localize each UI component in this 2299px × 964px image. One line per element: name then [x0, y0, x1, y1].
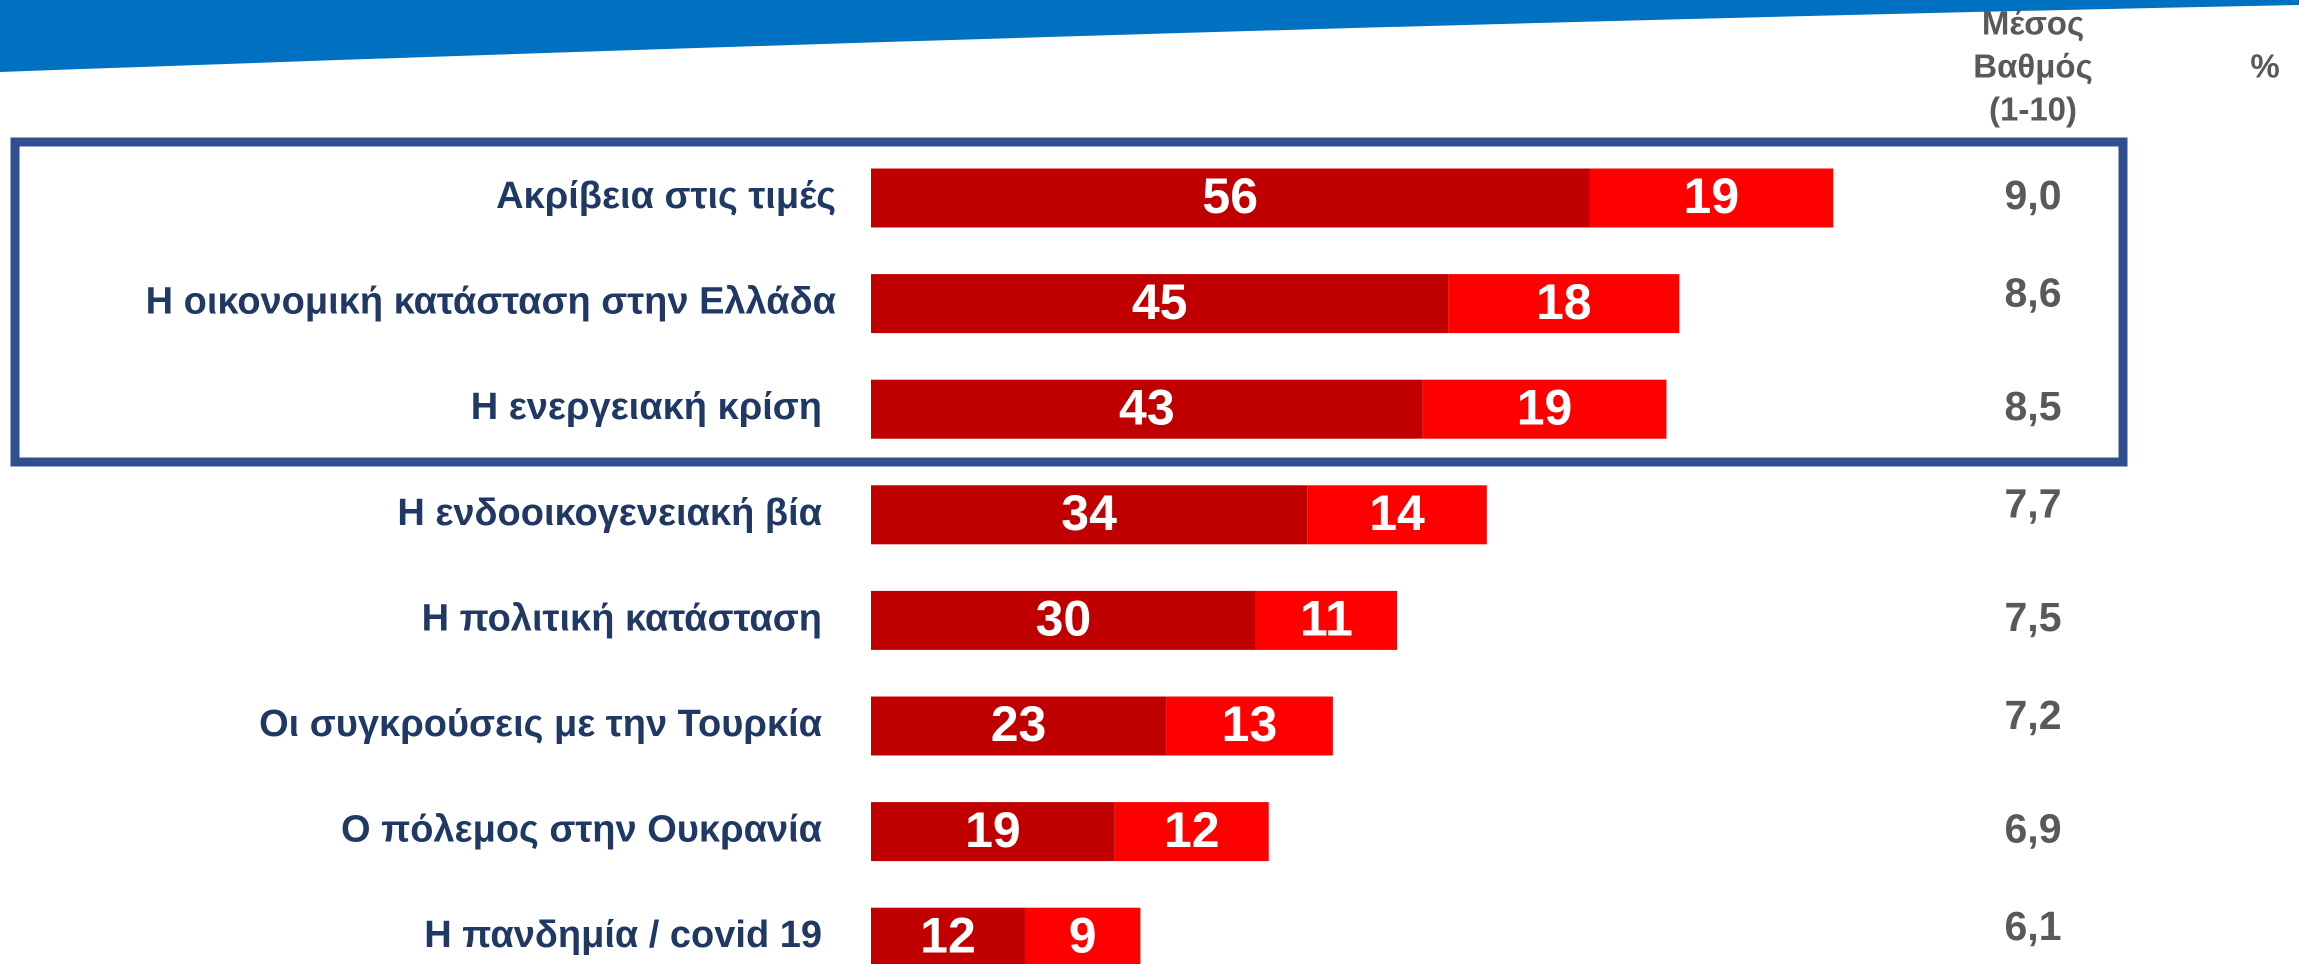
data-label: 14	[1369, 485, 1425, 541]
bar-segment	[871, 379, 1423, 439]
bar-segment	[1024, 907, 1141, 964]
category-label: Η πανδημία / covid 19	[424, 914, 822, 956]
score-value: 7,5	[2005, 594, 2062, 640]
bar-segment	[1589, 168, 1834, 228]
data-label: 19	[1517, 379, 1573, 435]
bar-segment	[1307, 485, 1487, 545]
category-label: Ο πόλεμος στην Ουκρανία	[341, 809, 822, 851]
bar-segment	[871, 696, 1167, 756]
score-header: Βαθμός	[1973, 48, 2092, 85]
bar-segment	[1422, 379, 1667, 439]
category-label: Οι συγκρούσεις με την Τουρκία	[259, 703, 822, 745]
bar-segment	[871, 907, 1025, 964]
header-band	[0, 0, 2299, 72]
category-label: Η ενδοοικογενειακή βία	[397, 492, 822, 534]
score-value: 7,2	[2005, 692, 2062, 738]
highlight-box	[10, 137, 2128, 467]
data-label: 12	[1164, 802, 1220, 858]
bar-segment	[1166, 696, 1333, 756]
data-label: 56	[1202, 168, 1258, 224]
data-label: 9	[1069, 907, 1097, 963]
category-label: Ακρίβεια στις τιμές	[496, 175, 836, 217]
score-value: 8,5	[2005, 383, 2062, 429]
data-label: 34	[1061, 485, 1117, 541]
score-header: Μέσος	[1982, 5, 2084, 42]
data-label: 23	[991, 696, 1047, 752]
bar-segment	[871, 274, 1449, 334]
bar-segment	[871, 590, 1256, 650]
data-label: 19	[965, 802, 1021, 858]
category-label: Η πολιτική κατάσταση	[422, 597, 822, 639]
bar-segment	[871, 168, 1590, 228]
data-label: 11	[1300, 591, 1353, 647]
score-value: 9,0	[2005, 172, 2062, 218]
bar-segment	[871, 802, 1115, 862]
data-label: 19	[1684, 168, 1740, 224]
data-label: 30	[1036, 591, 1092, 647]
data-label: 45	[1132, 274, 1188, 330]
percent-header: %	[2250, 48, 2279, 85]
score-value: 6,1	[2005, 903, 2062, 949]
bar-segment	[1448, 274, 1680, 334]
category-label: Η ενεργειακή κρίση	[471, 386, 822, 428]
data-label: 13	[1222, 696, 1278, 752]
bar-segment	[1114, 802, 1269, 862]
bar-segment	[1255, 590, 1398, 650]
data-label: 12	[920, 907, 976, 963]
score-value: 8,6	[2005, 269, 2062, 315]
data-label: 43	[1119, 379, 1175, 435]
score-value: 6,9	[2005, 805, 2062, 851]
score-header: (1-10)	[1989, 91, 2077, 128]
data-label: 18	[1536, 274, 1592, 330]
score-value: 7,7	[2005, 481, 2062, 527]
category-label: Η οικονομική κατάσταση στην Ελλάδα	[146, 281, 836, 323]
bar-segment	[871, 485, 1308, 545]
